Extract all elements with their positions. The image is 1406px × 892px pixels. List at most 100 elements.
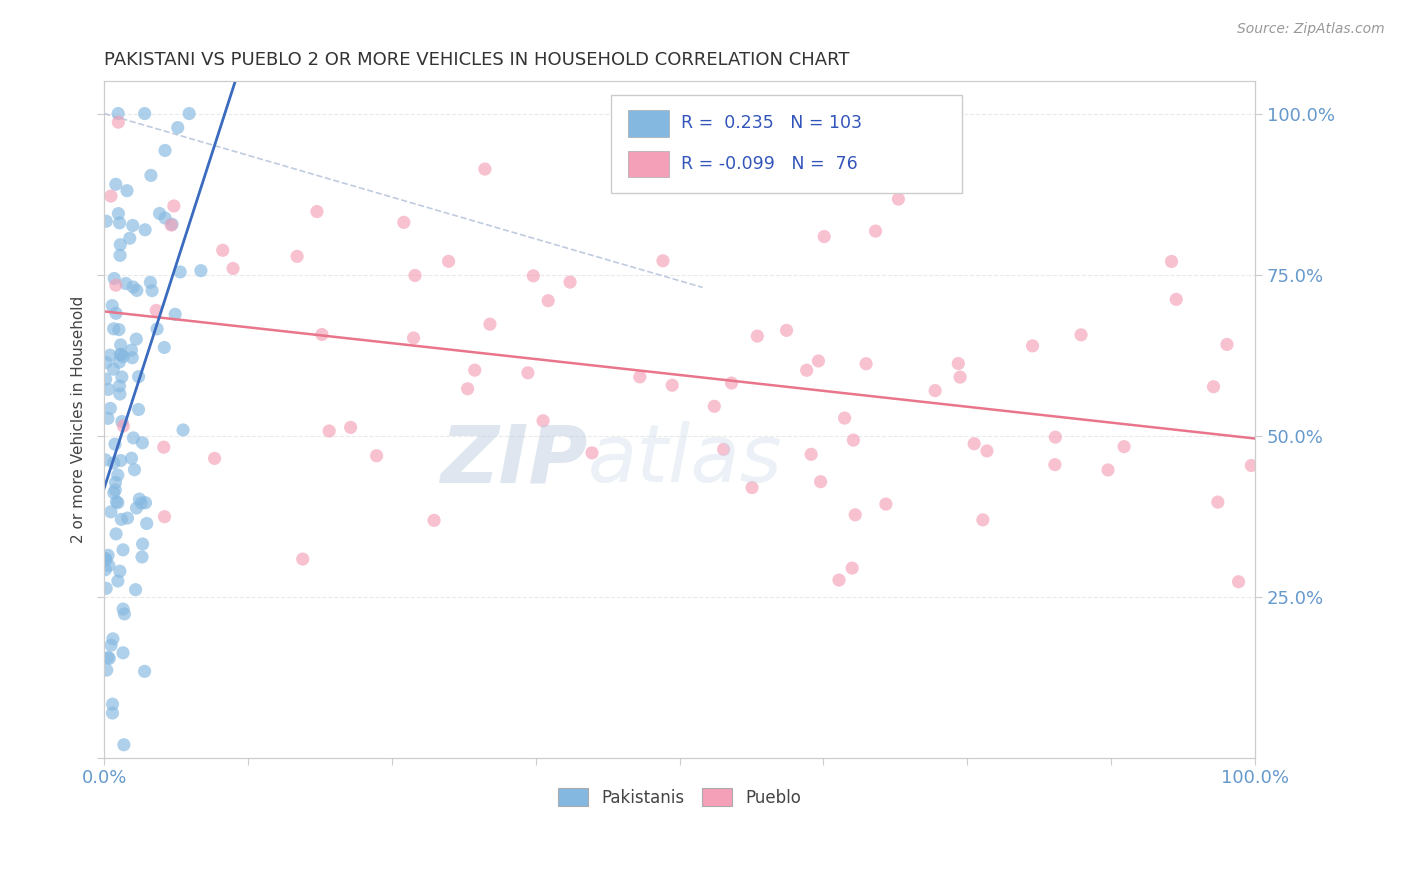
Point: [558, 275, 581, 289]
Point: [112, 607, 135, 621]
Point: [134, 223, 156, 237]
Point: [105, 306, 128, 320]
Point: [97, 549, 120, 563]
Point: [128, 492, 150, 507]
Point: [110, 453, 132, 467]
Point: [110, 338, 132, 352]
Point: [103, 362, 125, 376]
Point: [875, 497, 897, 511]
Point: [537, 293, 560, 308]
Point: [110, 237, 132, 252]
Point: [122, 280, 145, 294]
Point: [1240, 458, 1263, 473]
Point: [741, 481, 763, 495]
Text: PAKISTANI VS PUEBLO 2 OR MORE VEHICLES IN HOUSEHOLD CORRELATION CHART: PAKISTANI VS PUEBLO 2 OR MORE VEHICLES I…: [104, 51, 849, 69]
Point: [134, 665, 156, 679]
Point: [108, 248, 131, 262]
Point: [160, 217, 183, 231]
Point: [796, 363, 818, 377]
Point: [807, 354, 830, 368]
Point: [404, 268, 426, 283]
Point: [1043, 458, 1066, 472]
Point: [131, 435, 153, 450]
Point: [104, 437, 127, 451]
Point: [98, 651, 121, 665]
Point: [107, 206, 129, 220]
Point: [720, 376, 742, 390]
Point: [104, 475, 127, 490]
Point: [628, 369, 651, 384]
Point: [124, 463, 146, 477]
Point: [145, 303, 167, 318]
Point: [128, 369, 150, 384]
Point: [98, 348, 121, 362]
Point: [111, 415, 134, 429]
Point: [117, 511, 139, 525]
Point: [131, 537, 153, 551]
Point: [437, 254, 460, 268]
Point: [118, 231, 141, 245]
Point: [516, 366, 538, 380]
Point: [108, 387, 131, 401]
Point: [112, 738, 135, 752]
Point: [104, 483, 127, 497]
Point: [1097, 463, 1119, 477]
Point: [96, 663, 118, 677]
Point: [1206, 495, 1229, 509]
Point: [474, 162, 496, 177]
Point: [139, 169, 162, 183]
Point: [948, 357, 970, 371]
Point: [211, 244, 233, 258]
FancyBboxPatch shape: [610, 95, 962, 193]
Point: [103, 322, 125, 336]
Point: [190, 263, 212, 277]
Point: [652, 253, 675, 268]
Point: [291, 552, 314, 566]
Text: Source: ZipAtlas.com: Source: ZipAtlas.com: [1237, 22, 1385, 37]
Point: [841, 561, 863, 575]
Point: [311, 327, 333, 342]
Point: [120, 343, 142, 358]
Point: [110, 347, 132, 361]
Point: [972, 513, 994, 527]
Point: [115, 184, 138, 198]
Point: [107, 115, 129, 129]
Point: [318, 424, 340, 438]
Text: R = -0.099   N =  76: R = -0.099 N = 76: [681, 155, 858, 173]
Point: [97, 383, 120, 397]
Point: [747, 329, 769, 343]
Point: [285, 249, 308, 263]
Point: [108, 564, 131, 578]
Point: [976, 444, 998, 458]
Point: [844, 508, 866, 522]
Point: [1070, 327, 1092, 342]
Point: [423, 513, 446, 527]
Point: [963, 436, 986, 450]
Point: [222, 261, 245, 276]
Point: [887, 192, 910, 206]
Point: [800, 447, 823, 461]
Point: [108, 216, 131, 230]
Point: [134, 106, 156, 120]
Point: [1166, 293, 1188, 307]
Point: [100, 505, 122, 519]
Text: ZIP: ZIP: [440, 421, 588, 499]
Point: [148, 206, 170, 220]
Point: [121, 451, 143, 466]
Point: [131, 549, 153, 564]
Point: [125, 501, 148, 516]
Y-axis label: 2 or more Vehicles in Household: 2 or more Vehicles in Household: [72, 296, 86, 543]
Point: [713, 442, 735, 457]
Point: [160, 218, 183, 232]
Point: [103, 271, 125, 285]
Point: [105, 494, 128, 508]
Point: [101, 299, 124, 313]
Point: [775, 323, 797, 337]
Point: [101, 697, 124, 711]
Point: [810, 475, 832, 489]
Point: [134, 496, 156, 510]
Point: [1021, 339, 1043, 353]
Point: [165, 307, 187, 321]
Point: [100, 401, 122, 416]
Point: [97, 411, 120, 425]
